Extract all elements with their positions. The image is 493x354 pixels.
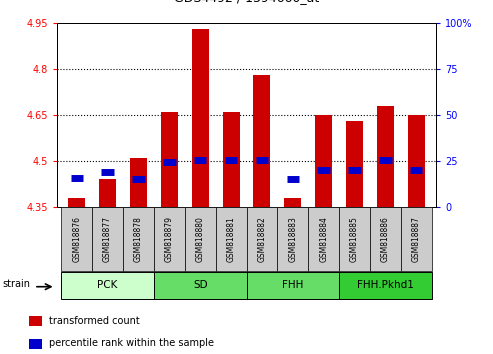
Text: GSM818885: GSM818885 [350,216,359,262]
Bar [185,207,215,271]
Text: percentile rank within the sample: percentile rank within the sample [49,338,213,348]
Text: GSM818876: GSM818876 [72,216,81,262]
Text: GSM818887: GSM818887 [412,216,421,262]
Bar [377,106,394,207]
Text: FHH.Pkhd1: FHH.Pkhd1 [357,280,414,290]
Text: GSM818882: GSM818882 [257,216,266,262]
Text: GSM818883: GSM818883 [288,216,297,262]
Bar [346,121,363,207]
Text: GSM818878: GSM818878 [134,216,143,262]
Bar [154,207,185,271]
Bar [408,115,425,207]
Bar [99,179,116,207]
Bar [339,207,370,271]
Bar [253,75,271,207]
Text: strain: strain [3,279,31,289]
Bar [61,207,92,271]
Bar [68,198,85,207]
Bar [278,207,308,271]
Bar [154,272,246,299]
Bar [161,112,178,207]
Bar [215,207,246,271]
Bar [246,207,278,271]
Text: FHH: FHH [282,280,304,290]
Text: GSM818884: GSM818884 [319,216,328,262]
Bar [61,272,154,299]
Bar [123,207,154,271]
Bar [284,198,301,207]
Bar [29,339,42,349]
Bar [130,158,147,207]
Bar [29,316,42,326]
Text: GSM818879: GSM818879 [165,216,174,262]
Text: PCK: PCK [98,280,118,290]
Bar [315,115,332,207]
Bar [246,272,339,299]
Text: GSM818881: GSM818881 [227,216,236,262]
Text: GSM818880: GSM818880 [196,216,205,262]
Bar [401,207,432,271]
Bar [308,207,339,271]
Bar [192,29,209,207]
Text: GSM818886: GSM818886 [381,216,390,262]
Text: SD: SD [193,280,208,290]
Bar [92,207,123,271]
Bar [222,112,240,207]
Text: transformed count: transformed count [49,315,140,326]
Bar [339,272,432,299]
Text: GSM818877: GSM818877 [103,216,112,262]
Text: GDS4492 / 1394660_at: GDS4492 / 1394660_at [174,0,319,4]
Bar [370,207,401,271]
